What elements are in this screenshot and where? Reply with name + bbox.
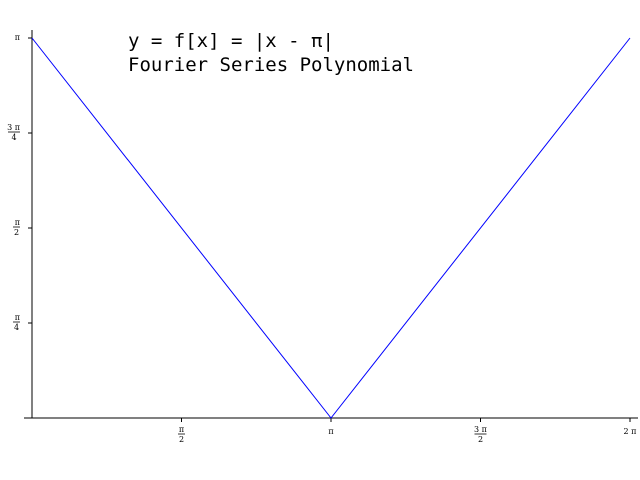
y-tick-label-3: π	[15, 33, 20, 42]
x-tick-label-2: 3 π2	[474, 425, 487, 444]
y-tick-label-2: 3 π4	[7, 123, 20, 142]
y-tick-numerator: π	[15, 313, 20, 322]
y-tick-denominator: 4	[11, 133, 16, 142]
x-tick-label-1: π	[328, 427, 333, 436]
chart-title: y = f[x] = |x - π|	[128, 30, 334, 52]
y-tick-denominator: 2	[14, 228, 19, 237]
x-tick-numerator: π	[179, 425, 184, 434]
y-tick-label-1: π2	[13, 218, 20, 237]
y-tick-numerator: π	[15, 218, 20, 227]
y-tick-numerator: π	[15, 33, 20, 42]
y-tick-numerator: 3 π	[7, 123, 20, 132]
x-tick-numerator: 3 π	[474, 425, 487, 434]
y-tick-denominator: 4	[14, 323, 19, 332]
x-tick-numerator: π	[328, 427, 333, 436]
x-tick-denominator: 2	[179, 435, 184, 444]
y-tick-label-0: π4	[13, 313, 20, 332]
x-tick-label-3: 2 π	[624, 427, 637, 436]
x-tick-label-0: π2	[178, 425, 185, 444]
x-tick-denominator: 2	[478, 435, 483, 444]
series-line-0	[31, 37, 631, 419]
chart-subtitle: Fourier Series Polynomial	[128, 54, 414, 76]
axes	[24, 30, 638, 419]
x-tick-numerator: 2 π	[624, 427, 637, 436]
series-group	[31, 37, 631, 419]
